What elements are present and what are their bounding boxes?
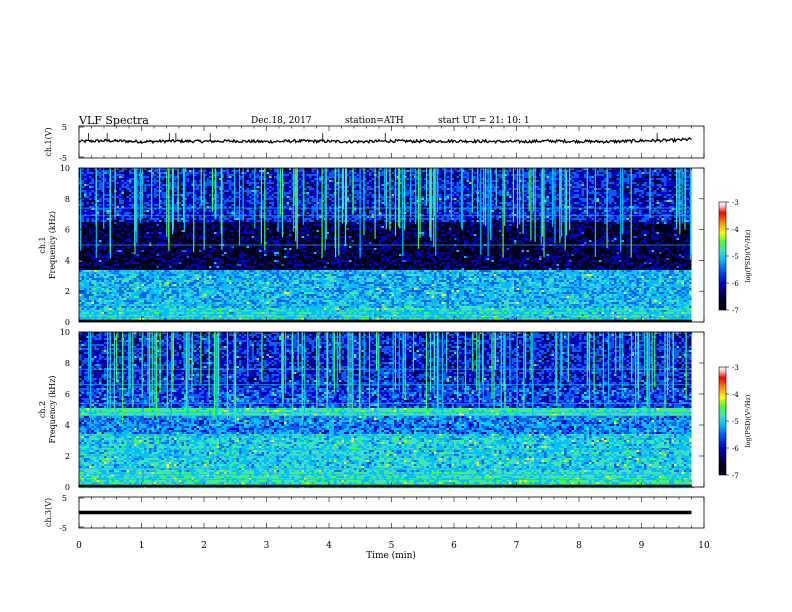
ch2-spectrogram-ytick-8: 8: [65, 359, 70, 368]
ch3-waveform-ytick-top: 5: [62, 494, 67, 503]
ch1-colorbar-tick--5: -5: [732, 253, 739, 261]
ch1-spectrogram-ytick-10: 10: [60, 164, 70, 173]
ch2-colorbar-tick--5: -5: [732, 418, 739, 426]
ch1-spectrogram-ytick-8: 8: [65, 195, 70, 204]
ch3-waveform-panel: 5 -5 ch.3(V): [44, 494, 704, 533]
ch2-colorbar-tick--4: -4: [732, 391, 739, 399]
ch1-spectrogram-ytick-2: 2: [65, 287, 70, 296]
ch2-colorbar-tick--6: -6: [732, 445, 739, 453]
x-axis-label: Time (min): [366, 550, 416, 561]
ch2-spectrogram-ylabel-channel: ch.2: [38, 401, 47, 418]
ch1-spectrogram-ytick-0: 0: [65, 318, 70, 327]
ch2-spectrogram-ylabel-frequency: Frequency (kHz): [48, 375, 57, 443]
x-tick-9: 9: [639, 541, 645, 551]
ch1-colorbar-tick--6: -6: [732, 280, 739, 288]
ch2-spectrogram-panel: 0 2 4 6 8 10 ch.2 Frequency (kHz): [38, 328, 704, 492]
ch1-waveform-ytick-bottom: -5: [59, 154, 67, 163]
x-tick-5: 5: [389, 541, 395, 551]
ch2-colorbar-label: log(PSD)(V²/Hz): [744, 394, 752, 447]
x-tick-1: 1: [139, 541, 145, 551]
ch3-waveform-ylabel: ch.3(V): [44, 498, 53, 527]
ch1-spectrogram-ylabel-frequency: Frequency (kHz): [48, 211, 57, 279]
ch1-colorbar-label: log(PSD)(V²/Hz): [744, 229, 752, 282]
ch1-colorbar-tick--3: -3: [732, 199, 739, 207]
ch2-spectrogram-image: [79, 332, 694, 488]
x-tick-3: 3: [264, 541, 270, 551]
ch2-spectrogram-ytick-0: 0: [65, 483, 70, 492]
ch1-spectrogram-image: [79, 168, 694, 322]
ch2-spectrogram-ytick-4: 4: [65, 421, 70, 430]
ch2-spectrogram-ytick-6: 6: [65, 390, 70, 399]
start-time-label: start UT = 21: 10: 1: [438, 116, 530, 126]
x-tick-4: 4: [326, 541, 332, 551]
ch1-colorbar-tick--7: -7: [732, 307, 739, 315]
station-label: station=ATH: [345, 116, 404, 126]
ch1-waveform-panel: 5 -5 ch.1(V): [44, 123, 704, 163]
x-tick-0: 0: [76, 541, 82, 551]
ch1-waveform-ylabel: ch.1(V): [44, 127, 53, 156]
ch1-spectrogram-panel: 0 2 4 6 8 10 ch.1 Frequency (kHz): [38, 164, 704, 327]
figure-title: VLF Spectra: [78, 114, 149, 127]
x-tick-labels: 0 1 2 3 4 5 6 7 8 9 10: [76, 541, 710, 551]
ch2-colorbar-bar: [719, 367, 726, 475]
ch2-colorbar-tick--7: -7: [732, 472, 739, 480]
ch1-spectrogram-ylabel-channel: ch.1: [38, 236, 47, 253]
ch1-spectrogram-ytick-4: 4: [65, 256, 70, 265]
ch2-colorbar-tick--3: -3: [732, 364, 739, 372]
ch2-spectrogram-ytick-10: 10: [60, 328, 70, 337]
x-tick-10: 10: [698, 541, 710, 551]
ch2-colorbar: -3 -4 -5 -6 -7 log(PSD)(V²/Hz): [719, 364, 752, 480]
ch1-spectrogram-ytick-6: 6: [65, 226, 70, 235]
ch2-spectrogram-ytick-2: 2: [65, 452, 70, 461]
x-tick-2: 2: [201, 541, 207, 551]
ch1-colorbar-bar: [719, 202, 726, 310]
date-label: Dec.18, 2017: [251, 116, 312, 126]
ch1-colorbar: -3 -4 -5 -6 -7 log(PSD)(V²/Hz): [719, 199, 752, 315]
x-tick-6: 6: [451, 541, 457, 551]
x-tick-7: 7: [514, 541, 520, 551]
ch1-colorbar-tick--4: -4: [732, 226, 739, 234]
ch3-waveform-ytick-bottom: -5: [59, 524, 67, 533]
x-tick-8: 8: [576, 541, 582, 551]
ch1-waveform-ytick-top: 5: [62, 123, 67, 132]
